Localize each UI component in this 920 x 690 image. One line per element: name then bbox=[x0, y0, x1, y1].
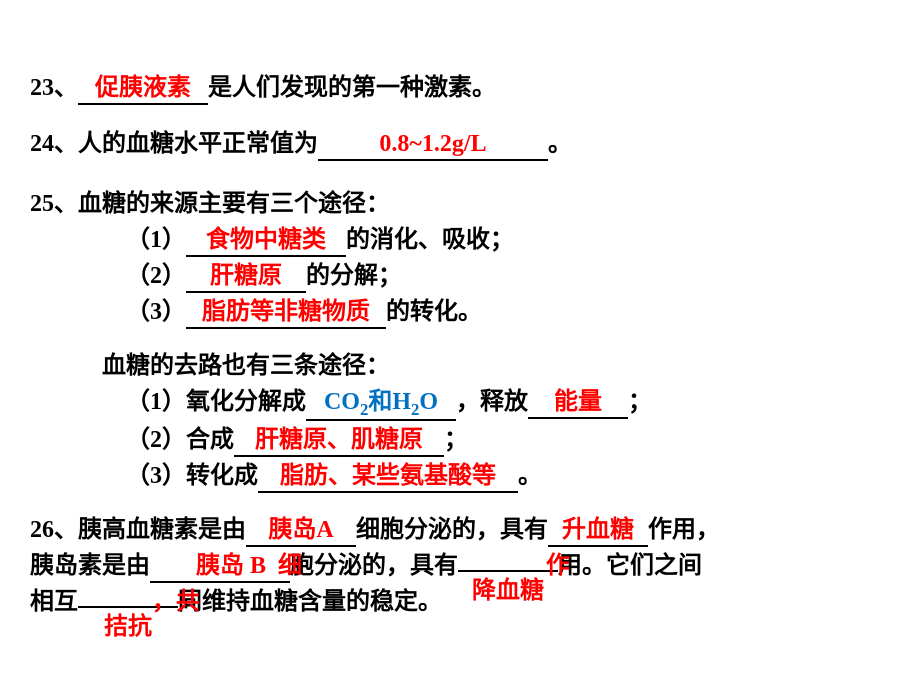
q25-d1-end: ； bbox=[628, 389, 652, 415]
q25-intro2: 血糖的去路也有三条途径： bbox=[102, 353, 390, 379]
q26-a1: 胰岛A bbox=[268, 512, 333, 548]
question-24: 24、人的血糖水平正常值为 0.8~1.2g/L 。 bbox=[30, 126, 890, 162]
q26-t3: 作用， bbox=[648, 517, 720, 543]
q26-line3b-over: ，共 bbox=[152, 584, 200, 620]
q24-answer-1: 0.8~1.2g/L bbox=[379, 126, 486, 162]
q25-s2-prefix: （2） bbox=[126, 263, 186, 289]
q25-s3-prefix: （3） bbox=[126, 299, 186, 325]
q25-s1-prefix: （1） bbox=[126, 227, 186, 253]
q24-num: 24、 bbox=[30, 131, 78, 157]
q26-t4-over: 细 bbox=[278, 548, 302, 584]
q25-d2-end: ； bbox=[444, 427, 468, 453]
q25-d3-prefix: （3）转化成 bbox=[126, 463, 258, 489]
q26-num: 26、 bbox=[30, 517, 78, 543]
q26-a5: 拮抗 bbox=[104, 609, 152, 645]
q26-line3a: 相互 bbox=[30, 589, 78, 615]
q26-a3-over: B bbox=[250, 548, 266, 584]
question-25: 25、血糖的来源主要有三个途径： （1）食物中糖类的消化、吸收； （2）肝糖原的… bbox=[30, 186, 890, 494]
q25-s2-text: 的分解； bbox=[306, 263, 402, 289]
q26-a2: 升血糖 bbox=[562, 512, 634, 548]
q25-d1-answer2: 能量 bbox=[554, 384, 602, 420]
q25-s1-answer: 食物中糖类 bbox=[206, 222, 326, 258]
q25-d1-text: ，释放 bbox=[456, 389, 528, 415]
q24-text-2: 。 bbox=[548, 131, 572, 157]
q25-s2-answer: 肝糖原 bbox=[210, 258, 282, 294]
q25-d3-answer: 脂肪、某些氨基酸等 bbox=[280, 458, 496, 494]
q25-d3-end: 。 bbox=[518, 463, 542, 489]
q25-num: 25、 bbox=[30, 191, 78, 217]
q26-t4: 胞分泌的，具有 bbox=[290, 553, 458, 579]
q26-a3: 胰岛 bbox=[196, 548, 244, 584]
q25-d1-chem: CO2和H2O bbox=[324, 389, 438, 415]
q25-s3-answer: 脂肪等非糖物质 bbox=[202, 294, 370, 330]
q25-s1-text: 的消化、吸收； bbox=[346, 227, 514, 253]
question-26: 26、胰高血糖素是由胰岛A细胞分泌的，具有升血糖作用， 胰岛素是由胰岛B细胞分泌… bbox=[30, 512, 890, 620]
q26-t5-over: 作 bbox=[546, 548, 570, 584]
q23-text-1: 是人们发现的第一种激素。 bbox=[208, 75, 496, 101]
q26-line3b: 同维持血糖含量的稳定。 bbox=[178, 589, 442, 615]
q25-d2-prefix: （2）合成 bbox=[126, 427, 234, 453]
q26-t5: 用。它们之间 bbox=[558, 553, 702, 579]
q25-d1-prefix: （1）氧化分解成 bbox=[126, 389, 306, 415]
q23-num: 23、 bbox=[30, 75, 78, 101]
q23-answer-1: 促胰液素 bbox=[95, 70, 191, 106]
q26-t1: 胰高血糖素是由 bbox=[78, 517, 246, 543]
q24-text-1: 人的血糖水平正常值为 bbox=[78, 131, 318, 157]
q25-s3-text: 的转化。 bbox=[386, 299, 482, 325]
q25-intro: 血糖的来源主要有三个途径： bbox=[78, 191, 390, 217]
question-23: 23、促胰液素是人们发现的第一种激素。 bbox=[30, 70, 890, 106]
q25-d2-answer: 肝糖原、肌糖原 bbox=[255, 422, 423, 458]
q26-line2a: 胰岛素是由 bbox=[30, 553, 150, 579]
q26-t2: 细胞分泌的，具有 bbox=[356, 517, 548, 543]
